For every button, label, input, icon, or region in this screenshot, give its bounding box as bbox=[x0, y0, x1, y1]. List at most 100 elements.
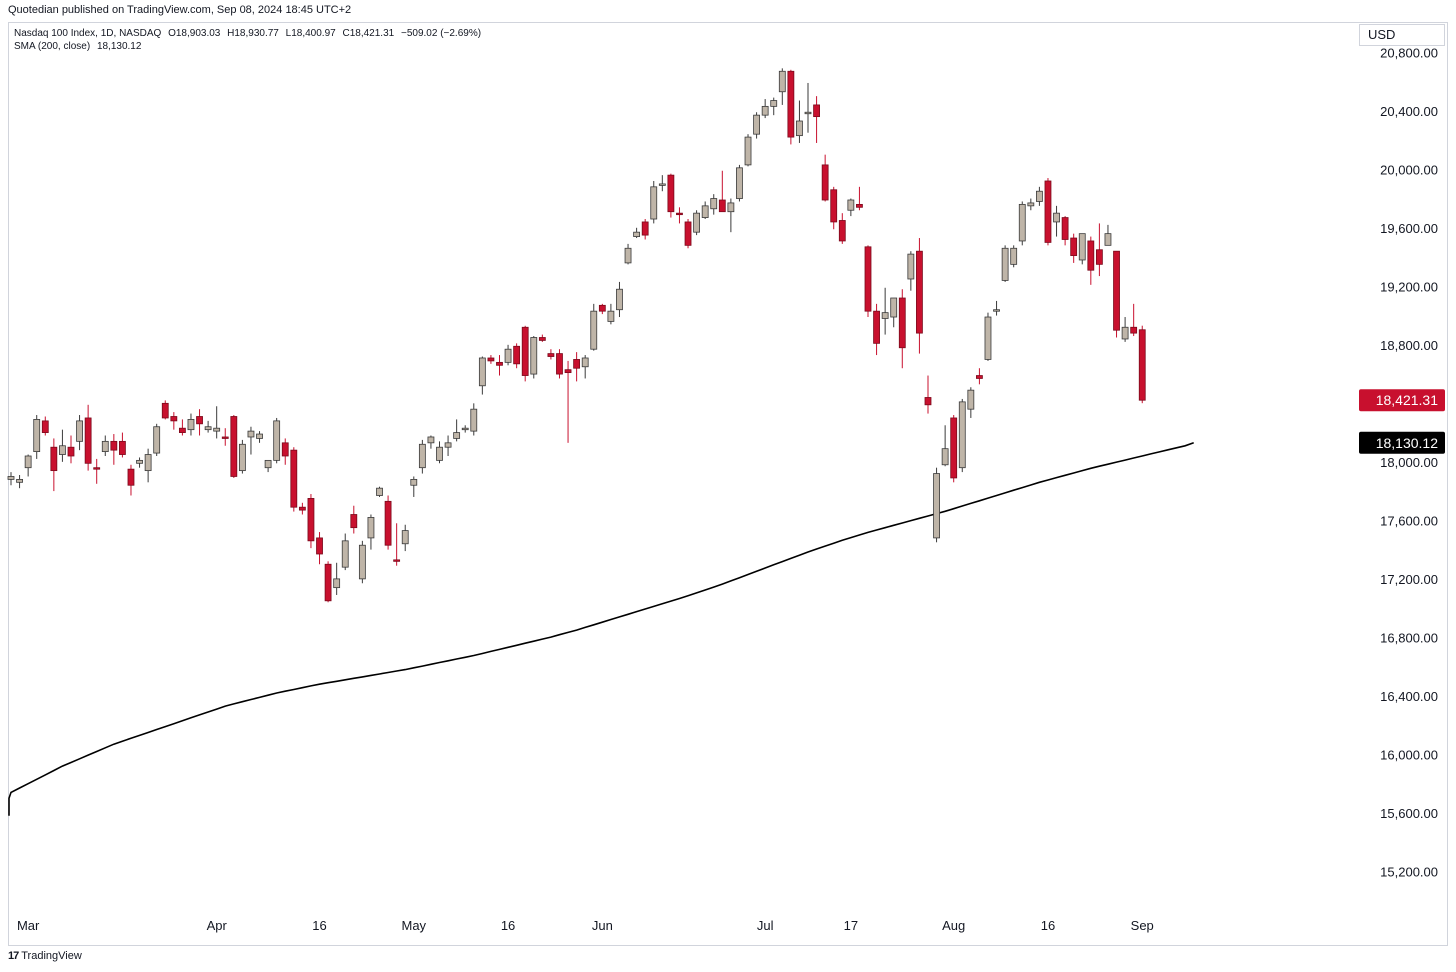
candle-body bbox=[401, 530, 409, 545]
candle-body bbox=[958, 401, 966, 469]
candle-body bbox=[290, 449, 298, 508]
candle bbox=[41, 416, 49, 436]
candle-body bbox=[1121, 326, 1129, 340]
candle bbox=[744, 134, 752, 167]
candle bbox=[796, 100, 803, 143]
candle bbox=[821, 154, 829, 202]
candle-body bbox=[213, 427, 221, 432]
candle bbox=[470, 403, 478, 436]
x-tick-label: Sep bbox=[1131, 918, 1154, 933]
candle-body bbox=[856, 203, 863, 208]
candle bbox=[590, 303, 598, 351]
candle-body bbox=[676, 212, 683, 216]
candle bbox=[376, 486, 383, 497]
candle bbox=[436, 441, 443, 464]
candle bbox=[144, 448, 152, 483]
candle-body bbox=[787, 70, 795, 138]
candle-body bbox=[1104, 233, 1112, 246]
candle-body bbox=[178, 427, 186, 433]
candle-body bbox=[898, 297, 906, 349]
candle-body bbox=[993, 309, 1000, 312]
candle bbox=[513, 343, 521, 369]
candle-body bbox=[187, 419, 195, 431]
candle bbox=[307, 494, 315, 549]
candle bbox=[178, 419, 186, 436]
candle-body bbox=[350, 514, 358, 529]
ohlc-low: L18,400.97 bbox=[285, 28, 336, 39]
candle bbox=[753, 112, 760, 139]
candle bbox=[984, 312, 992, 361]
candle-body bbox=[453, 432, 461, 439]
candle-body bbox=[556, 353, 563, 375]
candle bbox=[564, 360, 572, 443]
candle bbox=[1138, 325, 1146, 404]
last-price-label-bg bbox=[1359, 389, 1445, 412]
candle-body bbox=[16, 478, 23, 483]
candle-body bbox=[881, 312, 889, 319]
candle bbox=[1104, 224, 1112, 246]
x-tick-label: 17 bbox=[844, 918, 858, 933]
candle-body bbox=[478, 357, 486, 387]
candle bbox=[770, 97, 778, 116]
candle bbox=[556, 349, 563, 379]
symbol-legend-row[interactable]: Nasdaq 100 Index, 1D, NASDAQ O18,903.03 … bbox=[14, 27, 485, 40]
candle-body bbox=[393, 559, 401, 562]
candle-body bbox=[136, 459, 143, 464]
candle-body bbox=[924, 397, 932, 406]
candle-body bbox=[564, 369, 572, 374]
candle-body bbox=[1061, 217, 1069, 240]
candle-body bbox=[1113, 250, 1120, 331]
candle-body bbox=[530, 337, 538, 375]
candle bbox=[170, 412, 178, 430]
candle bbox=[187, 413, 195, 436]
y-tick-label: 15,600.00 bbox=[1380, 806, 1438, 821]
sma-value-label-bg bbox=[1359, 431, 1445, 454]
x-tick-label: Jul bbox=[757, 918, 774, 933]
candle bbox=[358, 540, 366, 584]
candle bbox=[1044, 178, 1052, 246]
candle bbox=[924, 375, 932, 414]
candle bbox=[67, 435, 75, 464]
candle bbox=[727, 198, 735, 233]
sma-legend-row[interactable]: SMA (200, close) 18,130.12 bbox=[14, 40, 485, 53]
candle bbox=[221, 428, 229, 446]
candle bbox=[298, 502, 306, 515]
candle bbox=[787, 69, 795, 145]
candle bbox=[736, 164, 743, 202]
candle bbox=[1036, 186, 1043, 206]
candle bbox=[213, 406, 221, 439]
candle bbox=[838, 213, 846, 244]
candle-body bbox=[196, 416, 203, 425]
y-tick-label: 19,200.00 bbox=[1380, 279, 1438, 294]
candle-body bbox=[161, 402, 169, 419]
candle bbox=[136, 457, 143, 468]
candle bbox=[247, 426, 255, 455]
candle bbox=[367, 514, 375, 550]
candle bbox=[350, 505, 358, 534]
candle bbox=[1053, 205, 1060, 237]
candle-body bbox=[641, 221, 649, 236]
candle-body bbox=[907, 253, 915, 280]
candle-body bbox=[470, 408, 478, 432]
candle bbox=[890, 297, 898, 328]
candle bbox=[1070, 233, 1078, 263]
candle-body bbox=[658, 183, 666, 186]
sma-legend-value: 18,130.12 bbox=[96, 41, 142, 52]
candle bbox=[941, 425, 949, 467]
x-tick-label: May bbox=[402, 918, 427, 933]
candle-body bbox=[384, 500, 392, 546]
candle bbox=[273, 417, 281, 464]
x-tick-label: 16 bbox=[501, 918, 515, 933]
currency-selector[interactable]: USD bbox=[1359, 24, 1445, 46]
ohlc-close: C18,421.31 bbox=[342, 28, 395, 39]
candle bbox=[1010, 245, 1018, 268]
candle bbox=[676, 207, 683, 224]
candle-body bbox=[941, 448, 949, 466]
candle bbox=[418, 439, 426, 474]
candle-body bbox=[1044, 180, 1052, 243]
candle-body bbox=[547, 353, 555, 357]
candle bbox=[110, 434, 118, 465]
y-tick-label: 18,800.00 bbox=[1380, 338, 1438, 353]
candle bbox=[50, 438, 58, 492]
